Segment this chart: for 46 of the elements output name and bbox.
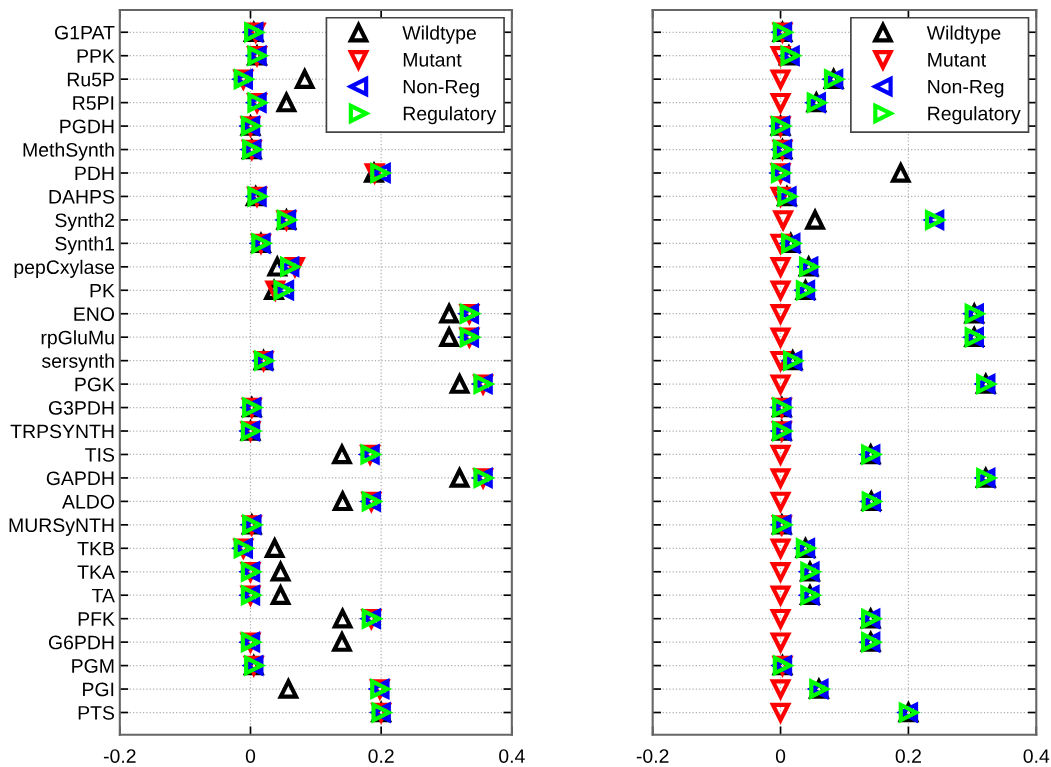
legend-label: Mutant [928,53,987,67]
legend-label: Wildtype [926,25,1001,44]
legend-label: Non-Reg [403,79,479,98]
y-tick-label: TIS [85,447,115,462]
y-tick-label: Synth2 [55,212,114,231]
legend-label: Regulatory [928,106,1021,125]
y-tick-label: G3PDH [48,401,114,415]
y-tick-label: G6PDH [48,635,114,650]
x-tick-label: 0 [775,749,786,763]
y-tick-label: TA [91,588,115,603]
y-tick-label: Synth1 [55,236,115,255]
y-tick-label: DAHPS [49,189,115,204]
legend-label: Non-Reg [928,79,1004,98]
y-tick-label: G1PAT [55,25,115,40]
y-tick-label: PK [90,283,115,298]
legend-label: Regulatory [403,106,497,125]
y-tick-label: rpGluMu [41,330,114,349]
x-tick-label: 0.2 [895,749,921,763]
legend-label: Mutant [403,53,462,67]
y-tick-label: PTS [78,705,115,720]
x-tick-label: 0.4 [1023,749,1050,763]
y-tick-label: R5PI [73,96,114,110]
y-tick-label: PGI [83,682,114,697]
y-tick-label: MethSynth [23,142,114,161]
y-tick-label: ENO [74,307,115,321]
y-tick-label: PDH [75,166,114,181]
y-tick-label: pepCxylase [14,259,115,278]
x-tick-label: 0.4 [499,749,525,763]
y-tick-label: GAPDH [46,471,114,486]
y-tick-label: PGM [72,659,114,673]
y-tick-label: TKB [77,541,114,556]
y-tick-label: ALDO [62,494,115,509]
y-tick-label: PFK [78,612,115,626]
y-tick-label: TKA [77,565,115,579]
y-tick-label: TRPSYNTH [10,424,114,439]
y-tick-label: PGDH [60,119,114,134]
y-tick-label: MURSyNTH [9,518,114,536]
y-tick-label: PGK [75,377,115,392]
x-tick-label: 0 [245,749,256,763]
x-tick-label: 0.2 [368,749,394,763]
x-tick-label: -0.2 [636,749,669,763]
x-tick-label: -0.2 [103,749,136,763]
y-tick-label: sersynth [42,353,114,372]
y-tick-label: PPK [77,49,115,63]
legend-label: Wildtype [402,25,476,44]
y-tick-label: Ru5P [67,72,114,87]
